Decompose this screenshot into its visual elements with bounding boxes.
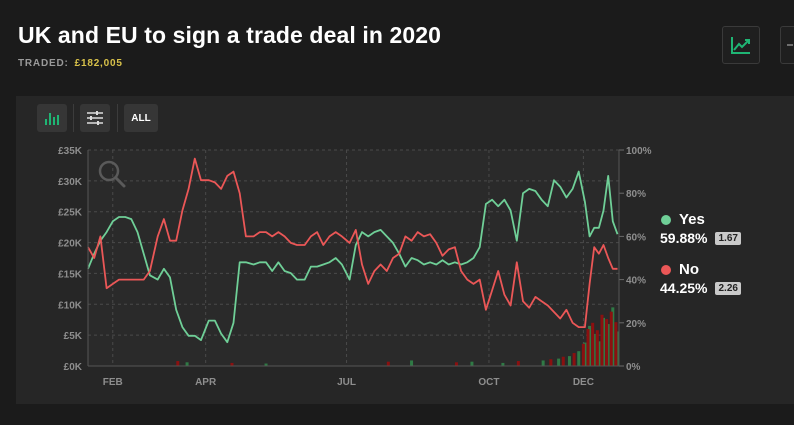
y-right-tick-label: 80% [626, 189, 646, 200]
x-tick-label: JUL [337, 377, 356, 388]
bar-chart-icon [45, 113, 59, 125]
zoom-icon[interactable] [98, 160, 126, 188]
volume-bar-no [614, 322, 618, 366]
x-tick-label: FEB [103, 377, 123, 388]
volume-bar-no [516, 361, 520, 366]
arrow-icon [787, 44, 793, 46]
volume-bar-yes [602, 317, 606, 366]
sliders-icon [87, 111, 103, 125]
volume-bar-yes [541, 360, 545, 366]
volume-bar-yes [588, 325, 592, 366]
volume-bar-yes [410, 360, 414, 366]
volume-bar-no [176, 361, 180, 366]
price-lines [87, 157, 619, 344]
y-right-tick-label: 40% [626, 276, 646, 287]
y-right-tick-label: 0% [626, 362, 641, 373]
traded-label: TRADED: [18, 58, 69, 69]
legend-yes: Yes 59.88% 1.67 [660, 211, 741, 246]
filter-settings-button[interactable] [80, 104, 110, 132]
volume-bar-no [609, 311, 613, 366]
market-header: UK and EU to sign a trade deal in 2020 T… [18, 22, 441, 69]
traded-value: £182,005 [74, 58, 123, 69]
y-left-tick-label: £10K [58, 300, 83, 311]
volume-bar-yes [501, 362, 505, 366]
volume-bar-no [605, 319, 609, 366]
next-view-button[interactable] [780, 26, 794, 64]
volume-bar-no [230, 362, 234, 366]
y-left-tick-label: £30K [58, 177, 83, 188]
toolbar-divider [117, 104, 118, 132]
no-dot [661, 264, 671, 275]
y-left-tick-label: £15K [58, 269, 83, 280]
volume-bar-yes [597, 341, 601, 366]
x-tick-label: APR [195, 377, 217, 388]
volume-bar-yes [592, 333, 596, 366]
volume-bar-yes [470, 361, 474, 366]
y-left-tick-label: £0K [64, 362, 83, 373]
volume-bar-no [586, 328, 590, 366]
series-line-no [87, 157, 618, 328]
page-title: UK and EU to sign a trade deal in 2020 [18, 22, 442, 48]
volume-bar-no [549, 359, 553, 366]
legend-no-name: No [679, 261, 699, 278]
traded-summary: TRADED: £182,005 [18, 58, 441, 69]
volume-bar-no [600, 314, 604, 366]
volume-bar-no [454, 362, 458, 366]
volume-bar-yes [615, 331, 619, 366]
volume-bar-yes [611, 307, 615, 366]
x-tick-label: OCT [478, 377, 499, 388]
volume-bar-yes [583, 342, 587, 366]
volume-bars [176, 307, 619, 366]
line-chart-view-button[interactable] [722, 26, 760, 64]
legend-no-odds[interactable]: 2.26 [715, 281, 741, 295]
y-right-tick-label: 100% [626, 146, 652, 157]
series-line-yes [87, 170, 619, 344]
volume-bar-no [581, 343, 585, 366]
volume-bar-no [595, 330, 599, 366]
y-left-tick-label: £25K [58, 208, 83, 219]
bottom-strip [0, 404, 794, 425]
line-chart-icon [731, 37, 750, 54]
volume-bar-no [561, 356, 565, 366]
volume-bar-no [591, 322, 595, 366]
legend-no: No 44.25% 2.26 [660, 261, 741, 296]
toolbar-divider [73, 104, 74, 132]
legend-yes-percent: 59.88% [660, 230, 708, 246]
volume-bar-no [386, 361, 390, 366]
yes-dot [661, 214, 671, 225]
volume-bar-yes [577, 351, 581, 366]
y-right-tick-label: 20% [626, 319, 646, 330]
range-all-button[interactable]: ALL [124, 104, 158, 132]
volume-bar-yes [557, 358, 561, 366]
x-tick-label: DEC [573, 377, 594, 388]
legend-yes-name: Yes [679, 211, 705, 228]
y-left-tick-label: £35K [58, 146, 83, 157]
volume-bar-no [572, 353, 576, 366]
volume-bar-yes [264, 363, 268, 366]
y-left-tick-label: £20K [58, 239, 83, 250]
legend-yes-odds[interactable]: 1.67 [715, 231, 741, 245]
y-left-tick-label: £5K [64, 331, 83, 342]
volume-toggle-button[interactable] [37, 104, 67, 132]
volume-bar-yes [185, 362, 189, 366]
legend-no-percent: 44.25% [660, 280, 708, 296]
volume-bar-yes [567, 356, 571, 366]
y-right-tick-label: 60% [626, 232, 646, 243]
volume-bar-yes [606, 324, 610, 366]
chart-axes: £0K £5K £10K £15K £20K £25K £30K £35K 0% 20% 40% 60… [58, 146, 652, 388]
